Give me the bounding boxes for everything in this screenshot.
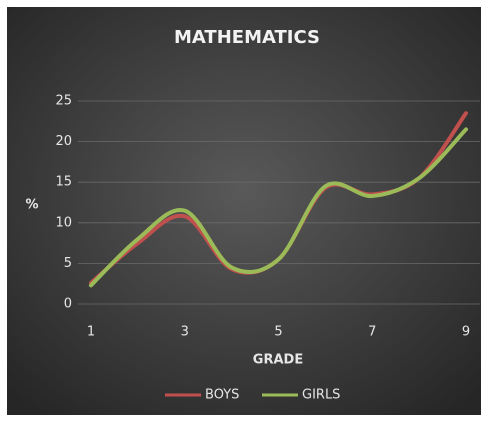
series-line	[89, 127, 468, 288]
legend-label: BOYS	[205, 388, 239, 403]
y-tick-label: 20	[55, 134, 72, 149]
y-tick-label: 0	[64, 297, 72, 312]
x-axis-label: GRADE	[253, 353, 303, 368]
x-tick-label: 7	[368, 325, 376, 340]
y-tick-label: 15	[55, 175, 72, 190]
y-tick-label: 5	[64, 256, 72, 271]
y-tick-label: 25	[55, 94, 72, 109]
chart-title: MATHEMATICS	[174, 27, 320, 48]
x-tick-label: 9	[462, 325, 470, 340]
legend-label: GIRLS	[302, 388, 340, 403]
x-tick-label: 5	[274, 325, 282, 340]
y-axis-label: %	[25, 198, 38, 213]
x-tick-label: 1	[87, 325, 95, 340]
x-tick-label: 3	[181, 325, 189, 340]
y-tick-label: 10	[55, 215, 72, 230]
chart-background	[7, 7, 481, 415]
